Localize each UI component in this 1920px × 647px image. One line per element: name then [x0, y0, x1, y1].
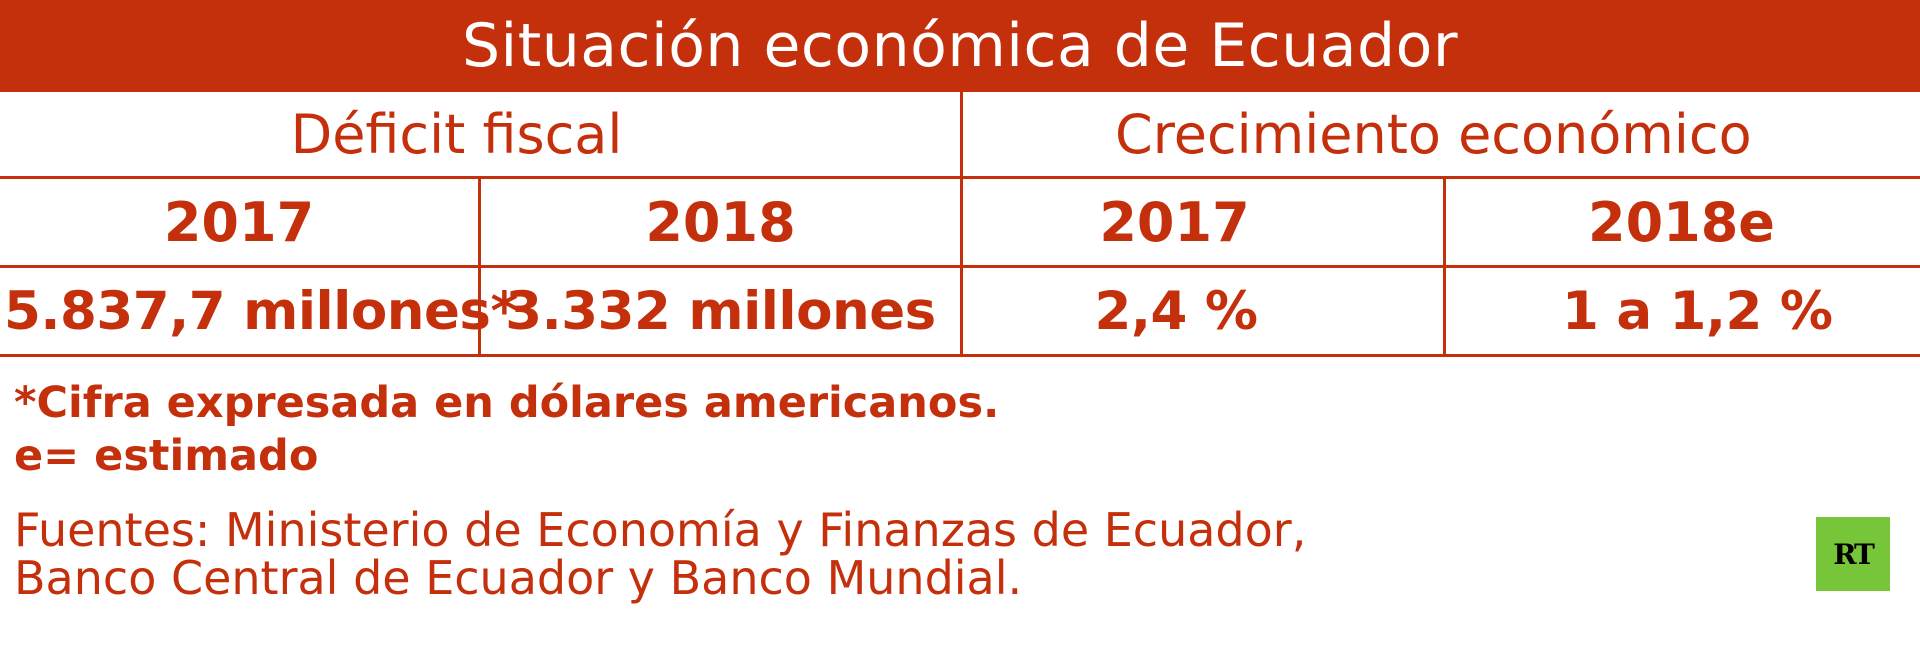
value-growth-2018e: 1 a 1,2 % — [1562, 280, 1833, 342]
table-title: Situación económica de Ecuador — [0, 0, 1920, 92]
divider-col-1 — [478, 176, 481, 357]
divider-col-3 — [1443, 176, 1446, 357]
footnote-estimate: e= estimado — [14, 431, 319, 481]
group-header-deficit: Déficit fiscal — [290, 102, 623, 166]
source-line-1: Fuentes: Ministerio de Economía y Finanz… — [14, 503, 1307, 557]
value-deficit-2017: 5.837,7 millones* — [4, 280, 518, 342]
divider-group — [960, 92, 963, 357]
group-header-growth: Crecimiento económico — [1115, 102, 1752, 166]
column-header-deficit-2018: 2018 — [645, 190, 796, 254]
column-header-deficit-2017: 2017 — [163, 190, 315, 254]
source-line-2: Banco Central de Ecuador y Banco Mundial… — [14, 551, 1023, 605]
column-header-growth-2017: 2017 — [1099, 190, 1250, 254]
value-growth-2017: 2,4 % — [1094, 280, 1258, 342]
column-header-growth-2018e: 2018e — [1588, 190, 1775, 254]
rt-logo: RT — [1816, 517, 1890, 591]
rt-logo-text: RT — [1833, 537, 1875, 571]
value-deficit-2018: 3.332 millones — [505, 280, 936, 342]
footnote-currency: *Cifra expresada en dólares americanos. — [14, 378, 1000, 428]
